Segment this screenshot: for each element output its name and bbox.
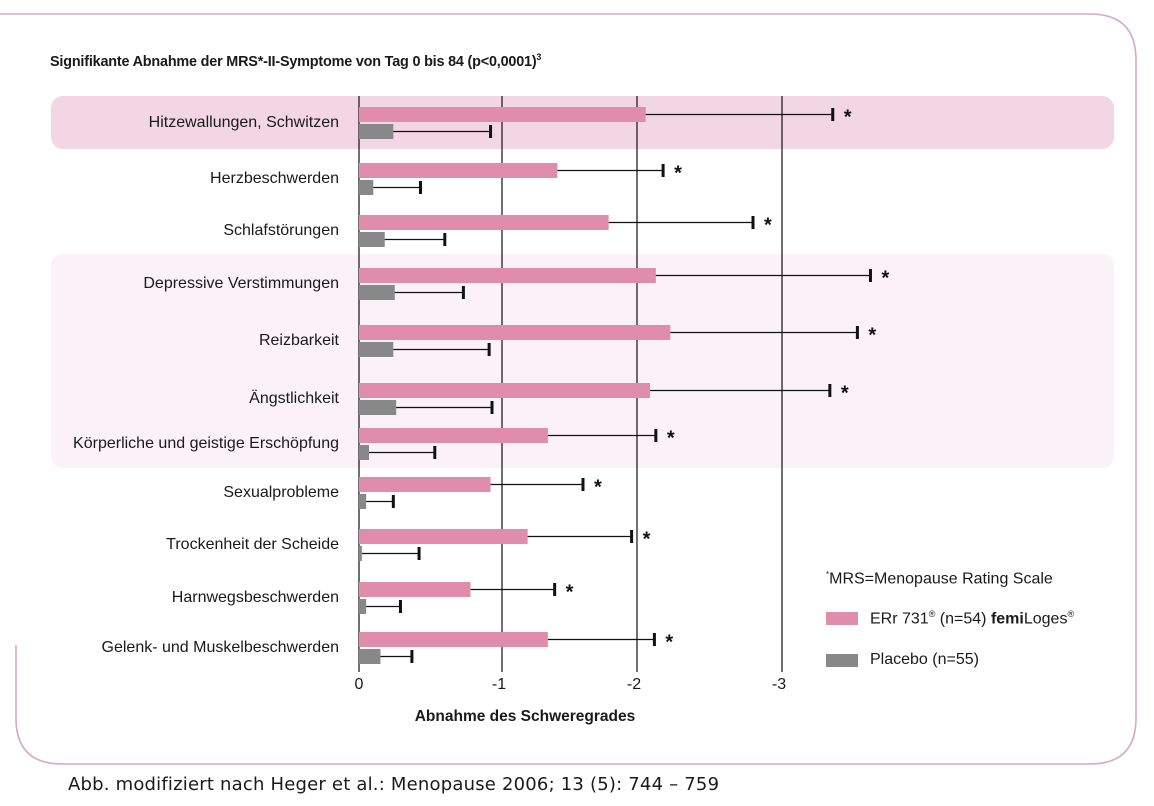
category-label: Reizbarkeit <box>259 332 340 349</box>
significance-star: * <box>667 428 675 450</box>
legend-item-placebo: Placebo (n=55) <box>826 650 1074 670</box>
category-label: Herzbeschwerden <box>210 170 339 187</box>
x-tick-label: 0 <box>355 676 364 693</box>
bar-erl <box>359 477 491 492</box>
x-tick-labels: 0 -1 -2 -3 <box>355 676 787 693</box>
category-label: Schlafstörungen <box>223 222 339 239</box>
legend: *MRS=Menopause Rating Scale ERr 731® (n=… <box>826 570 1074 692</box>
bar-placebo <box>359 400 397 415</box>
category-labels: Hitzewallungen, Schwitzen Herzbeschwerden… <box>73 114 340 656</box>
significance-star: * <box>881 268 889 290</box>
chart-title-footnote: 3 <box>536 52 542 62</box>
category-label: Depressive Verstimmungen <box>143 275 339 292</box>
legend-footnote: *MRS=Menopause Rating Scale <box>826 570 1074 588</box>
category-label: Hitzewallungen, Schwitzen <box>149 114 339 131</box>
bar-erl <box>359 268 656 283</box>
category-label: Sexualprobleme <box>223 484 339 501</box>
bar-placebo <box>359 124 394 139</box>
category-label: Harnwegsbeschwerden <box>172 589 339 606</box>
category-label: Ängstlichkeit <box>249 389 339 407</box>
bar-placebo <box>359 445 370 460</box>
significance-star: * <box>566 582 574 604</box>
legend-label-placebo: Placebo (n=55) <box>870 651 979 669</box>
brand-rest: Loges <box>1023 609 1068 627</box>
highlight-band-strong <box>51 96 1114 149</box>
registered-mark: ® <box>1067 608 1075 619</box>
bar-placebo <box>359 285 395 300</box>
category-label: Körperliche und geistige Erschöpfung <box>73 435 339 452</box>
highlight-bands <box>51 96 1114 468</box>
bar-erl <box>359 325 671 340</box>
legend-swatch-placebo <box>826 653 858 667</box>
chart-title-text: Signifikante Abnahme der MRS*-II-Symptom… <box>50 53 537 70</box>
footnote-text: MRS=Menopause Rating Scale <box>829 570 1053 588</box>
legend-erl-prefix: ERr 731 <box>870 609 929 627</box>
footnote-marker: * <box>826 570 830 579</box>
x-axis-label: Abnahme des Schweregrades <box>415 708 636 725</box>
brand-bold: femi <box>990 609 1024 627</box>
bar-placebo <box>359 599 367 614</box>
x-tick-label: -3 <box>772 676 786 693</box>
significance-star: * <box>643 529 651 551</box>
significance-star: * <box>868 325 876 347</box>
legend-erl-n: (n=54) <box>935 609 991 627</box>
bar-erl <box>359 215 609 230</box>
significance-star: * <box>665 632 673 654</box>
category-label: Gelenk- und Muskelbeschwerden <box>102 639 339 656</box>
bar-placebo <box>359 546 362 561</box>
x-tick-label: -1 <box>492 676 506 693</box>
bar-erl <box>359 428 548 443</box>
legend-label-erl: ERr 731® (n=54) femiLoges® <box>870 609 1074 628</box>
frame-border <box>0 13 1137 765</box>
bar-placebo <box>359 342 394 357</box>
significance-star: * <box>764 215 772 237</box>
registered-mark: ® <box>928 608 936 619</box>
bar-erl <box>359 582 471 597</box>
significance-star: * <box>844 107 852 129</box>
significance-star: * <box>594 477 602 499</box>
bar-erl <box>359 529 528 544</box>
bar-erl <box>359 163 558 178</box>
legend-swatch-erl <box>826 611 858 625</box>
bar-placebo <box>359 494 367 509</box>
significance-star: * <box>674 163 682 185</box>
bars: * * * * * * * * * * * <box>359 107 889 664</box>
bar-placebo <box>359 180 374 195</box>
category-label: Trockenheit der Scheide <box>166 536 339 553</box>
legend-item-erl: ERr 731® (n=54) femiLoges® <box>826 608 1074 628</box>
bar-erl <box>359 383 651 398</box>
bar-erl <box>359 632 548 647</box>
bar-erl <box>359 107 646 122</box>
highlight-band-light <box>51 254 1114 468</box>
figure-caption: Abb. modifiziert nach Heger et al.: Meno… <box>68 774 720 795</box>
x-tick-label: -2 <box>627 676 641 693</box>
bar-placebo <box>359 649 381 664</box>
chart-title: Signifikante Abnahme der MRS*-II-Symptom… <box>50 52 541 70</box>
significance-star: * <box>841 383 849 405</box>
bar-placebo <box>359 232 385 247</box>
